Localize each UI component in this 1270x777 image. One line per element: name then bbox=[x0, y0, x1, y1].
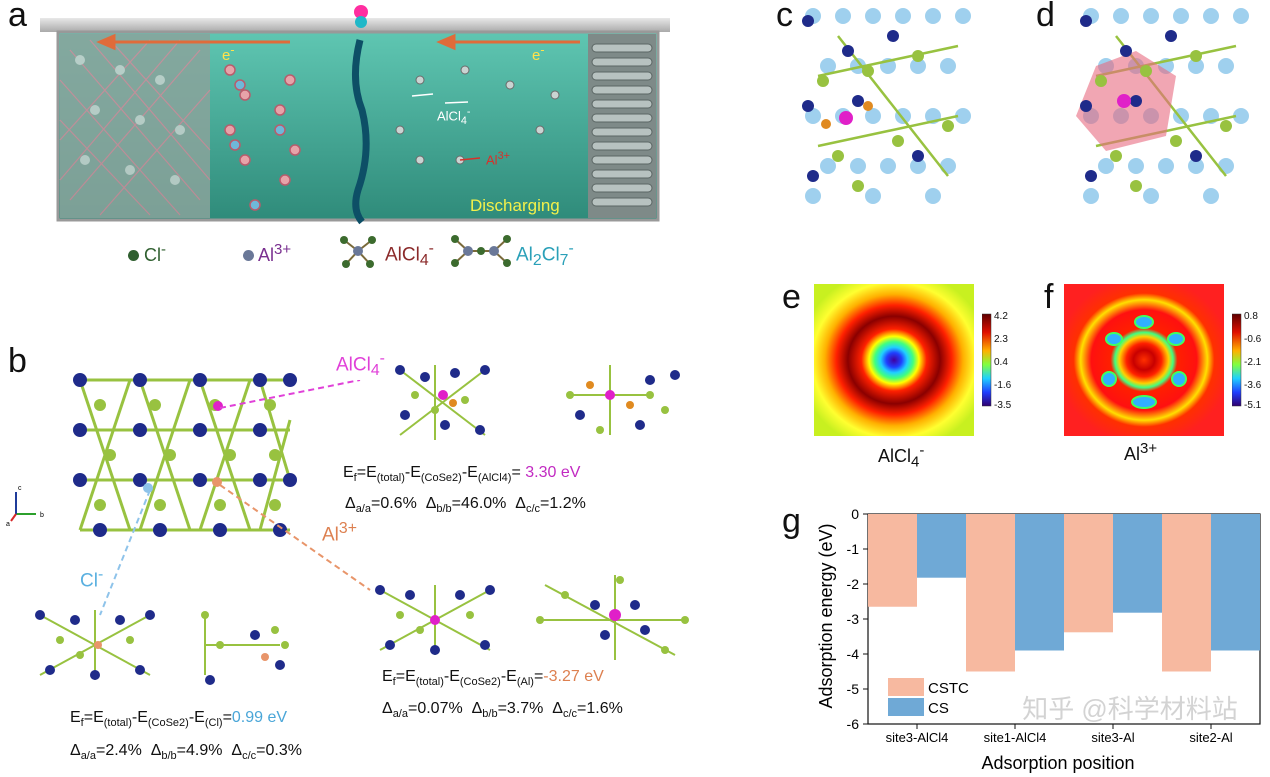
dashed-arrows bbox=[99, 380, 371, 616]
svg-text:b: b bbox=[40, 512, 44, 519]
delta-alcl4: Δa/a=0.6% Δb/b=46.0% Δc/c=1.2% bbox=[345, 495, 586, 516]
cbf-tick-1: -0.6 bbox=[1244, 334, 1262, 345]
delta-cl: Δa/a=2.4% Δb/b=4.9% Δc/c=0.3% bbox=[70, 742, 302, 763]
axis-triad-b: c b a bbox=[6, 485, 44, 528]
electrolyte-ions bbox=[395, 65, 560, 165]
ytick-label-2: -2 bbox=[847, 576, 860, 592]
delta-al: Δa/a=0.07% Δb/b=3.7% Δc/c=1.6% bbox=[382, 700, 623, 721]
bar-cs-0 bbox=[917, 514, 966, 578]
watermark: 知乎 @科学材料站 bbox=[1022, 694, 1238, 724]
equation-al: Ef=E(total)-E(CoSe2)-E(Al)=-3.27 eV bbox=[382, 668, 604, 689]
equation-cl: Ef=E(total)-E(CoSe2)-E(Cl)=0.99 eV bbox=[70, 709, 288, 730]
panel-label-b: b bbox=[8, 342, 27, 380]
cl-structures bbox=[35, 610, 289, 685]
cbe-tick-3: -1.6 bbox=[994, 380, 1012, 391]
svg-text:a: a bbox=[6, 521, 10, 528]
map-f-label: Al3+ bbox=[1124, 440, 1158, 464]
bar-cs-2 bbox=[1113, 514, 1162, 613]
ytick-label-5: -5 bbox=[847, 681, 860, 697]
alcl4-label-a: AlCl4- bbox=[437, 106, 471, 127]
electron-label-left: e- bbox=[222, 43, 235, 64]
bar-cstc-1 bbox=[966, 514, 1015, 672]
discharging-label: Discharging bbox=[470, 196, 560, 215]
charge-density-map-f bbox=[1064, 284, 1224, 436]
electron-arrows bbox=[96, 33, 580, 51]
ytick-label-3: -3 bbox=[847, 611, 860, 627]
al-site-dot bbox=[212, 477, 222, 487]
map-e-label: AlCl4- bbox=[878, 442, 925, 471]
surface-structure-d bbox=[1076, 8, 1249, 204]
cbf-tick-4: -5.1 bbox=[1244, 400, 1262, 408]
xtick-label-3: site2-Al bbox=[1189, 730, 1232, 745]
ytick-label-4: -4 bbox=[847, 646, 860, 662]
al2cl7-molecule-icon bbox=[451, 235, 511, 267]
battery-schematic bbox=[40, 5, 670, 225]
separator-pin bbox=[354, 5, 368, 19]
svg-text:c: c bbox=[18, 485, 22, 492]
cbf-tick-3: -3.6 bbox=[1244, 380, 1262, 391]
cl-label-b: Cl- bbox=[80, 566, 104, 592]
legend-cl: Cl- bbox=[128, 241, 166, 266]
legend-label-cs: CS bbox=[928, 700, 949, 717]
adsorption-energy-chart: 0 -1 -2 -3 -4 -5 -6 site3-AlCl4 site1-AlCl4 site3… bbox=[816, 506, 1261, 773]
bar-cs-1 bbox=[1015, 514, 1064, 651]
cathode-lattice bbox=[59, 34, 211, 218]
xtick-label-0: site3-AlCl4 bbox=[886, 730, 949, 745]
legend-label-cstc: CSTC bbox=[928, 680, 969, 697]
ytick-label-1: -1 bbox=[847, 541, 860, 557]
legend-swatch-cstc bbox=[888, 678, 924, 696]
chart-legend: CSTC CS bbox=[888, 678, 969, 717]
cbe-tick-0: 4.2 bbox=[994, 312, 1008, 322]
xtick-label-2: site3-Al bbox=[1091, 730, 1134, 745]
alcl4-label-b: AlCl4- bbox=[336, 350, 385, 380]
ion-clusters bbox=[224, 64, 301, 211]
cbf-tick-2: -2.1 bbox=[1244, 357, 1262, 368]
chart-ticks: 0 -1 -2 -3 -4 -5 -6 site3-AlCl4 site1-AlCl4 site3… bbox=[847, 506, 1233, 745]
colorbar-f: 0.8 -0.6 -2.1 -3.6 -5.1 bbox=[1232, 312, 1262, 408]
surface-structure-c bbox=[802, 8, 971, 204]
ytick-label-0: 0 bbox=[851, 506, 859, 522]
chart-bars bbox=[868, 514, 1260, 672]
equation-alcl4: Ef=E(total)-E(CoSe2)-E(AlCl4)= 3.30 eV bbox=[343, 464, 581, 485]
alcl4-structures bbox=[395, 365, 680, 440]
charge-density-map-e bbox=[814, 284, 974, 436]
al-label-a: Al3+ bbox=[486, 150, 510, 168]
cbe-tick-4: -3.5 bbox=[994, 400, 1012, 408]
ytick-label-6: -6 bbox=[847, 716, 860, 732]
legend-al: Al3+ bbox=[243, 241, 291, 266]
alcl4-molecule-icon bbox=[340, 236, 376, 268]
legend-swatch-cs bbox=[888, 698, 924, 716]
panel-label-f: f bbox=[1044, 278, 1054, 316]
anode-stack bbox=[588, 34, 656, 218]
bar-cstc-2 bbox=[1064, 514, 1113, 633]
xtick-label-1: site1-AlCl4 bbox=[984, 730, 1047, 745]
al-label-b: Al3+ bbox=[322, 520, 357, 546]
colorbar-e: 4.2 2.3 0.4 -1.6 -3.5 bbox=[982, 312, 1012, 408]
cell-lid bbox=[40, 18, 670, 32]
bar-cstc-3 bbox=[1162, 514, 1211, 672]
cbf-tick-0: 0.8 bbox=[1244, 312, 1258, 322]
al-structures bbox=[375, 575, 689, 660]
panel-label-d: d bbox=[1036, 0, 1055, 34]
separator bbox=[351, 39, 370, 225]
electron-label-right: e- bbox=[532, 43, 545, 64]
panel-label-g: g bbox=[782, 502, 801, 540]
bar-cs-3 bbox=[1211, 514, 1260, 651]
cbe-tick-1: 2.3 bbox=[994, 334, 1008, 345]
bar-cstc-0 bbox=[868, 514, 917, 607]
chart-xlabel: Adsorption position bbox=[981, 753, 1134, 773]
cbe-tick-2: 0.4 bbox=[994, 357, 1008, 368]
panel-label-c: c bbox=[776, 0, 793, 34]
legend-al2cl7: Al2Cl7- bbox=[516, 240, 574, 270]
legend-alcl4: AlCl4- bbox=[385, 240, 434, 270]
panel-label-a: a bbox=[8, 0, 27, 34]
panel-label-e: e bbox=[782, 278, 801, 316]
cose2-lattice bbox=[73, 373, 297, 537]
chart-ylabel: Adsorption energy (eV) bbox=[816, 523, 836, 708]
